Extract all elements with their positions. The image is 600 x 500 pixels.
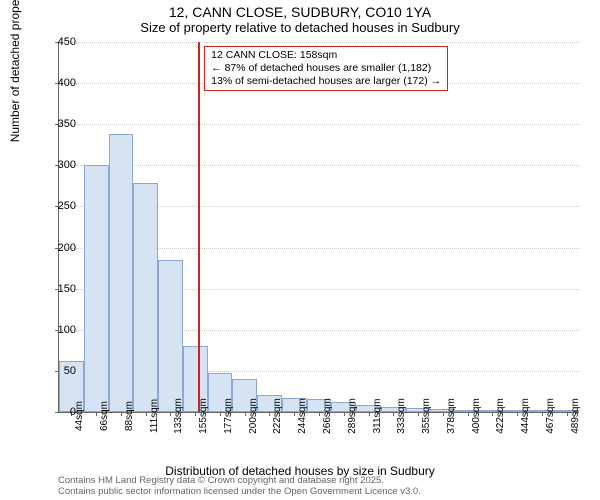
marker-line: [198, 42, 200, 412]
annotation-box: 12 CANN CLOSE: 158sqm← 87% of detached h…: [204, 46, 448, 91]
chart-container: 12, CANN CLOSE, SUDBURY, CO10 1YA Size o…: [0, 0, 600, 500]
x-tick-mark: [245, 412, 246, 416]
x-tick-mark: [517, 412, 518, 416]
x-tick-label: 266sqm: [322, 398, 333, 434]
x-tick-mark: [170, 412, 171, 416]
y-tick-label: 300: [46, 159, 76, 171]
x-tick-mark: [393, 412, 394, 416]
x-tick-label: 355sqm: [421, 398, 432, 434]
x-tick-label: 400sqm: [471, 398, 482, 434]
x-tick-label: 66sqm: [99, 401, 110, 431]
x-tick-mark: [344, 412, 345, 416]
x-tick-mark: [269, 412, 270, 416]
x-tick-label: 333sqm: [396, 398, 407, 434]
x-tick-mark: [220, 412, 221, 416]
y-tick-label: 0: [46, 406, 76, 418]
x-tick-label: 244sqm: [297, 398, 308, 434]
x-tick-label: 489sqm: [570, 398, 581, 434]
y-tick-label: 150: [46, 283, 76, 295]
x-tick-mark: [468, 412, 469, 416]
grid-line: [59, 42, 579, 43]
x-tick-mark: [492, 412, 493, 416]
chart-title: 12, CANN CLOSE, SUDBURY, CO10 1YA: [0, 0, 600, 20]
y-tick-label: 250: [46, 200, 76, 212]
y-tick-label: 400: [46, 77, 76, 89]
x-tick-label: 444sqm: [520, 398, 531, 434]
annotation-line1: 12 CANN CLOSE: 158sqm: [211, 49, 441, 62]
grid-line: [59, 124, 579, 125]
footer-attribution: Contains HM Land Registry data © Crown c…: [58, 476, 421, 498]
x-tick-label: 200sqm: [248, 398, 259, 434]
x-tick-label: 378sqm: [446, 398, 457, 434]
x-tick-label: 289sqm: [347, 398, 358, 434]
x-tick-label: 133sqm: [173, 398, 184, 434]
x-tick-mark: [369, 412, 370, 416]
x-tick-mark: [146, 412, 147, 416]
grid-line: [59, 165, 579, 166]
x-tick-mark: [319, 412, 320, 416]
x-tick-label: 422sqm: [495, 398, 506, 434]
x-tick-mark: [294, 412, 295, 416]
chart-subtitle: Size of property relative to detached ho…: [0, 20, 600, 37]
y-tick-label: 100: [46, 324, 76, 336]
histogram-bar: [158, 260, 183, 412]
annotation-line2: ← 87% of detached houses are smaller (1,…: [211, 62, 441, 75]
x-tick-label: 222sqm: [272, 398, 283, 434]
x-tick-mark: [195, 412, 196, 416]
x-tick-label: 44sqm: [74, 401, 85, 431]
annotation-line3: 13% of semi-detached houses are larger (…: [211, 75, 441, 88]
y-tick-label: 200: [46, 242, 76, 254]
x-tick-mark: [121, 412, 122, 416]
histogram-bar: [109, 134, 134, 412]
histogram-bar: [133, 183, 158, 412]
y-tick-label: 450: [46, 36, 76, 48]
x-tick-label: 88sqm: [124, 401, 135, 431]
y-tick-label: 50: [46, 365, 76, 377]
x-tick-mark: [443, 412, 444, 416]
plot-area: 12 CANN CLOSE: 158sqm← 87% of detached h…: [58, 42, 579, 413]
x-tick-label: 177sqm: [223, 398, 234, 434]
x-tick-label: 155sqm: [198, 398, 209, 434]
x-tick-label: 111sqm: [149, 399, 160, 433]
histogram-bar: [84, 165, 109, 412]
x-tick-label: 311sqm: [372, 399, 383, 434]
x-tick-mark: [96, 412, 97, 416]
y-axis-label: Number of detached properties: [8, 0, 22, 142]
x-tick-mark: [567, 412, 568, 416]
x-tick-mark: [418, 412, 419, 416]
x-tick-mark: [542, 412, 543, 416]
y-tick-label: 350: [46, 118, 76, 130]
x-tick-label: 467sqm: [545, 398, 556, 434]
footer-line2: Contains public sector information licen…: [58, 487, 421, 498]
